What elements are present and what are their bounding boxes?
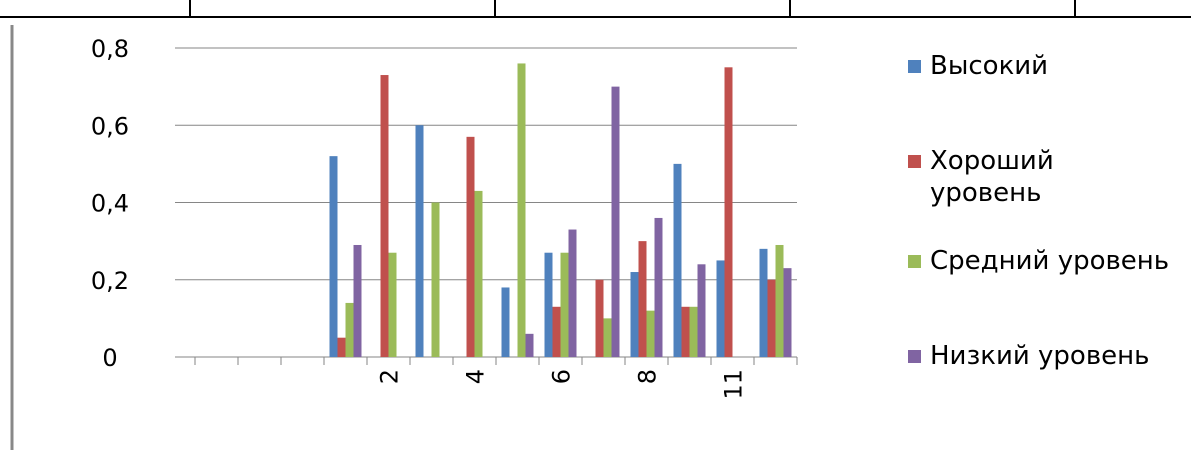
bar xyxy=(673,163,682,357)
legend-entry: Низкий уровень xyxy=(908,340,1170,372)
legend-label: Низкий уровень xyxy=(930,341,1150,371)
bar xyxy=(767,279,776,357)
bar xyxy=(544,252,553,357)
y-tick-label: 0,2 xyxy=(91,267,129,295)
bar xyxy=(431,202,440,357)
bar xyxy=(724,67,733,357)
x-tick-label: 8 xyxy=(634,369,662,384)
bar xyxy=(689,306,698,357)
x-tick-label: 6 xyxy=(548,369,576,384)
bar xyxy=(501,287,510,357)
x-tick-label: 4 xyxy=(462,369,490,384)
bar xyxy=(638,241,647,357)
y-tick-label: 0,4 xyxy=(91,190,129,218)
y-tick-label: 0 xyxy=(102,344,117,372)
bar xyxy=(474,190,483,357)
legend-label: Высокий xyxy=(930,51,1049,81)
bar xyxy=(783,268,792,357)
bar xyxy=(716,260,725,357)
legend-swatch xyxy=(908,155,921,168)
y-tick-label: 0,6 xyxy=(91,112,129,140)
x-tick-label: 11 xyxy=(720,369,748,400)
bar xyxy=(329,156,338,357)
legend-entry: Средний уровень xyxy=(908,245,1170,277)
bar xyxy=(603,318,612,357)
legend-swatch xyxy=(908,60,921,73)
bar xyxy=(466,136,475,357)
bar xyxy=(337,337,346,357)
bar xyxy=(595,279,604,357)
legend-swatch xyxy=(908,350,921,363)
bar xyxy=(525,333,534,357)
bar xyxy=(568,229,577,357)
legend-swatch xyxy=(908,255,921,268)
bar xyxy=(353,244,362,357)
bar xyxy=(388,252,397,357)
bar xyxy=(646,310,655,357)
bar xyxy=(775,244,784,357)
legend-entry: Высокий xyxy=(908,50,1170,82)
y-tick-label: 0,8 xyxy=(91,35,129,63)
bar xyxy=(552,306,561,357)
bar xyxy=(654,217,663,357)
bar xyxy=(611,86,620,357)
legend-label: Хороший уровень xyxy=(930,146,1054,208)
bar xyxy=(517,63,526,357)
bar xyxy=(681,306,690,357)
x-tick-label: 2 xyxy=(376,369,404,384)
legend-label: Средний уровень xyxy=(930,246,1170,276)
bar xyxy=(560,252,569,357)
bar xyxy=(630,272,639,357)
bar xyxy=(380,75,389,357)
bar xyxy=(697,264,706,357)
bar xyxy=(415,125,424,357)
bar xyxy=(345,302,354,357)
legend-entry: Хороший уровень xyxy=(908,145,1170,209)
bar xyxy=(759,248,768,357)
